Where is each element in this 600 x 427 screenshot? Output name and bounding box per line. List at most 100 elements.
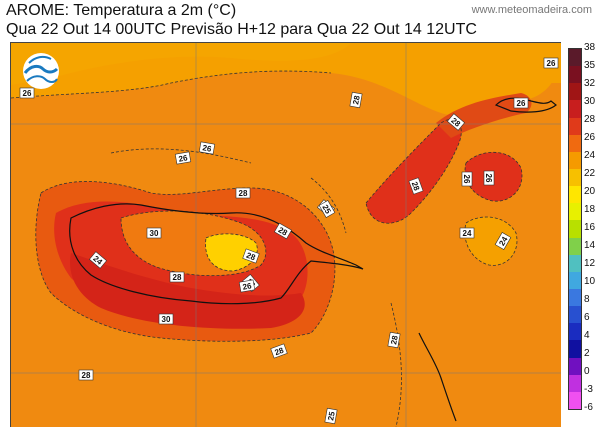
contour-label: 28: [235, 187, 251, 199]
svg-text:26: 26: [23, 89, 32, 98]
colorbar-tick-label: 26: [584, 132, 596, 143]
contour-label: 28: [408, 177, 424, 195]
colorbar-segment: [569, 374, 581, 392]
contour-label: 30: [146, 227, 162, 239]
colorbar-tick-label: 22: [584, 168, 596, 179]
colorbar-tick-label: 16: [584, 222, 596, 233]
contour-label: 26: [19, 87, 35, 99]
region-24-26-north: [11, 43, 351, 85]
svg-text:28: 28: [410, 180, 422, 192]
meteomadeira-logo: [23, 53, 59, 89]
contour-label: 26: [461, 171, 473, 187]
colorbar-segment: [569, 186, 581, 204]
colorbar-segment: [569, 100, 581, 118]
map-subtitle: Qua 22 Out 14 00UTC Previsão H+12 para Q…: [6, 21, 477, 38]
colorbar-segment: [569, 83, 581, 101]
colorbar: [568, 48, 582, 410]
temperature-map: 26 26 26 28 28 28 28 26 24 30 28 26 30 28 25 28 26 28 26 24…: [10, 42, 561, 427]
colorbar-segment: [569, 151, 581, 169]
svg-text:26: 26: [202, 143, 213, 154]
contour-labels: 26 26 26 28 28 28 28 26 24 30 28 26 30 28 25 28 26 28 26 24…: [19, 57, 559, 425]
contour-label: 28: [78, 369, 94, 381]
colorbar-segment: [569, 134, 581, 152]
colorbar-tick-label: 12: [584, 258, 596, 269]
svg-text:26: 26: [484, 174, 493, 183]
svg-text:28: 28: [173, 273, 182, 282]
map-title: AROME: Temperatura a 2m (°C): [6, 2, 237, 19]
svg-text:28: 28: [239, 189, 248, 198]
contour-label: 28: [270, 343, 288, 359]
svg-text:30: 30: [150, 229, 159, 238]
colorbar-tick-label: 6: [584, 312, 590, 323]
contour-label: 25: [318, 200, 336, 218]
region-28-ne-band: [366, 119, 462, 224]
contour-label: 26: [513, 97, 529, 109]
svg-text:26: 26: [462, 175, 471, 184]
colorbar-tick-label: 32: [584, 78, 596, 89]
contour-label: 24: [459, 227, 475, 239]
colorbar-segment: [569, 220, 581, 238]
svg-text:25: 25: [326, 410, 337, 421]
svg-text:28: 28: [389, 334, 400, 345]
colorbar-segment: [569, 117, 581, 135]
contour-label: 28: [169, 271, 185, 283]
colorbar-tick-label: -6: [584, 402, 593, 413]
colorbar-tick-label: 38: [584, 42, 596, 53]
region-26-northeast: [488, 52, 557, 102]
colorbar-segment: [569, 168, 581, 187]
region-24-east: [464, 217, 517, 266]
contour-label: 24: [494, 232, 512, 250]
svg-text:28: 28: [82, 371, 91, 380]
colorbar-segment: [569, 254, 581, 272]
svg-text:26: 26: [242, 281, 253, 292]
colorbar-tick-label: 2: [584, 348, 590, 359]
colorbar-segment: [569, 66, 581, 84]
colorbar-tick-label: 35: [584, 60, 596, 71]
contour-label: 26: [483, 170, 495, 186]
colorbar-segment: [569, 357, 581, 375]
region-30-south: [70, 253, 305, 329]
colorbar-segment: [569, 340, 581, 358]
colorbar-tick-label: 10: [584, 276, 596, 287]
contour-label: 28: [242, 248, 260, 264]
colorbar-tick-label: 24: [584, 150, 596, 161]
svg-text:30: 30: [162, 315, 171, 324]
svg-text:26: 26: [547, 59, 556, 68]
contour-label: 30: [158, 313, 174, 325]
colorbar-tick-label: 0: [584, 366, 590, 377]
map-canvas: 26 26 26 28 28 28 28 26 24 30 28 26 30 28 25 28 26 28 26 24…: [11, 43, 561, 427]
contour-label: 28: [387, 331, 401, 349]
svg-text:28: 28: [245, 251, 257, 263]
region-24-center: [205, 233, 258, 271]
contour-label: 28: [447, 113, 465, 131]
colorbar-segment: [569, 49, 581, 67]
grid-lines: [11, 43, 561, 427]
colorbar-tick-label: 30: [584, 96, 596, 107]
colorbar-tick-label: 20: [584, 186, 596, 197]
svg-text:28: 28: [273, 346, 285, 358]
colorbar-tick-label: 8: [584, 294, 590, 305]
colorbar-segment: [569, 203, 581, 221]
website-link[interactable]: www.meteomadeira.com: [471, 4, 592, 16]
colorbar-tick-label: 14: [584, 240, 596, 251]
colorbar-tick-label: 18: [584, 204, 596, 215]
colorbar-tick-label: -3: [584, 384, 593, 395]
svg-text:24: 24: [463, 229, 472, 238]
colorbar-tick-label: 4: [584, 330, 590, 341]
desertas-coastline: [418, 332, 457, 422]
contour-label: 26: [198, 141, 216, 155]
colorbar-segment: [569, 288, 581, 307]
madeira-coastline: [69, 203, 364, 305]
colorbar-segment: [569, 237, 581, 255]
contour-label: 25: [324, 407, 338, 425]
colorbar-segment: [569, 391, 581, 409]
svg-text:28: 28: [351, 94, 362, 105]
contour-label: 28: [274, 222, 292, 240]
colorbar-segment: [569, 306, 581, 324]
contour-label: 24: [89, 251, 107, 269]
svg-text:26: 26: [178, 153, 189, 164]
contour-label: 26: [238, 279, 256, 293]
contour-label: 26: [543, 57, 559, 69]
colorbar-segment: [569, 323, 581, 341]
svg-text:26: 26: [517, 99, 526, 108]
